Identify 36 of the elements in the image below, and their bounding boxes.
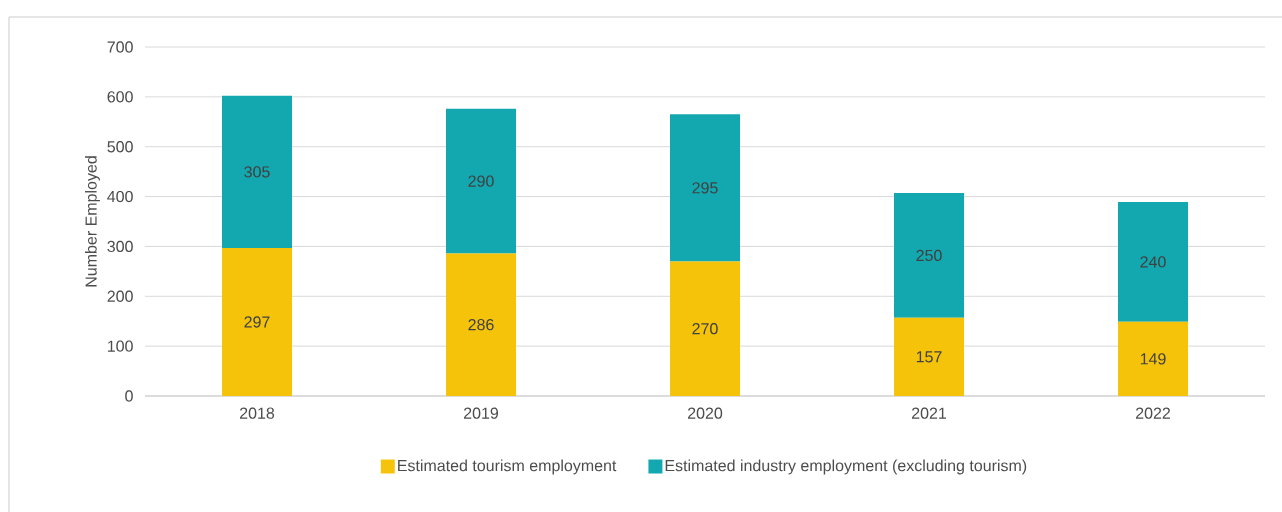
data-label: 149 xyxy=(1140,353,1166,365)
bar xyxy=(894,193,964,318)
bar xyxy=(446,253,516,396)
y-tick-label: 0 xyxy=(125,390,133,402)
data-label: 270 xyxy=(692,323,718,335)
data-label: 295 xyxy=(692,182,718,194)
bar xyxy=(222,95,292,248)
legend-label: Estimated tourism employment xyxy=(398,459,617,475)
y-tick-label: 200 xyxy=(107,290,133,302)
y-tick-label: 400 xyxy=(107,190,133,203)
x-tick-label: 2020 xyxy=(688,407,723,419)
bar xyxy=(894,317,964,396)
data-label: 250 xyxy=(916,249,942,262)
x-tick-label: 2019 xyxy=(464,407,499,419)
bar xyxy=(670,114,740,262)
data-label: 305 xyxy=(244,166,270,178)
data-label: 297 xyxy=(244,316,270,328)
bar xyxy=(446,108,516,254)
y-tick-label: 700 xyxy=(107,41,133,53)
y-axis-title: Number Employed xyxy=(84,156,100,287)
x-tick-label: 2018 xyxy=(240,407,275,419)
y-tick-label: 600 xyxy=(107,91,133,103)
y-tick-label: 500 xyxy=(107,141,133,153)
bar xyxy=(1118,321,1189,396)
x-tick-label: 2022 xyxy=(1136,407,1170,419)
bar xyxy=(222,247,292,396)
legend-label: Estimated industry employment (excluding tourism) xyxy=(665,459,1027,475)
data-label: 157 xyxy=(916,351,942,363)
data-label: 286 xyxy=(468,319,494,331)
bar xyxy=(670,261,740,396)
y-tick-label: 100 xyxy=(107,340,133,352)
data-label: 240 xyxy=(1140,256,1166,268)
x-tick-label: 2021 xyxy=(912,407,947,419)
data-label: 290 xyxy=(468,175,494,187)
bar xyxy=(1118,202,1189,322)
y-tick-label: 300 xyxy=(107,240,133,253)
